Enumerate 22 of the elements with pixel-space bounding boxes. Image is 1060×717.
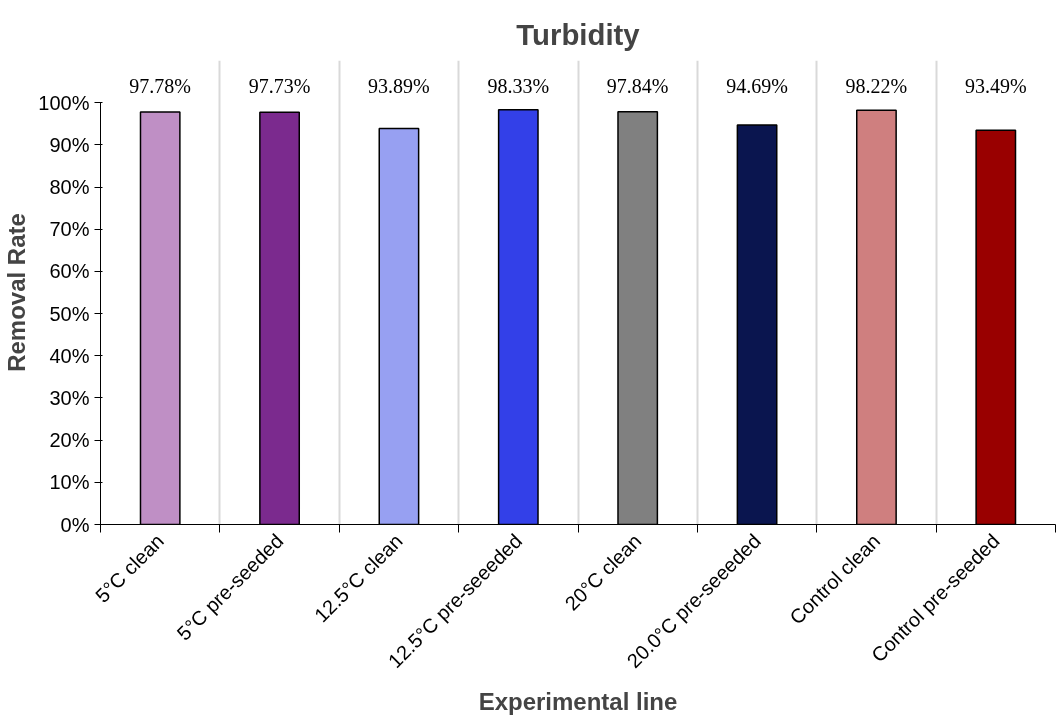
data-label: 93.89% bbox=[368, 74, 430, 97]
chart-title: Turbidity bbox=[516, 17, 641, 51]
data-label: 97.78% bbox=[129, 74, 192, 97]
y-tick-label: 0% bbox=[60, 513, 90, 536]
data-label: 98.22% bbox=[845, 74, 908, 97]
data-label: 93.49% bbox=[964, 74, 1027, 97]
y-tick-label: 20% bbox=[49, 429, 90, 452]
y-tick-label: 100% bbox=[38, 91, 90, 114]
y-axis-title: Removal Rate bbox=[3, 213, 31, 372]
data-label: 97.73% bbox=[248, 74, 311, 97]
y-tick-label: 90% bbox=[49, 133, 90, 156]
data-label: 97.84% bbox=[606, 74, 669, 97]
y-tick-label: 60% bbox=[49, 260, 90, 283]
y-tick-label: 40% bbox=[49, 344, 90, 367]
y-tick-label: 80% bbox=[49, 176, 90, 199]
y-tick-label: 30% bbox=[49, 386, 90, 409]
x-axis-title: Experimental line bbox=[478, 687, 678, 715]
data-label: 98.33% bbox=[487, 74, 550, 97]
y-tick-label: 10% bbox=[49, 471, 90, 494]
y-tick-label: 50% bbox=[49, 302, 90, 325]
y-tick-label: 70% bbox=[49, 218, 90, 241]
data-label: 94.69% bbox=[726, 74, 788, 97]
